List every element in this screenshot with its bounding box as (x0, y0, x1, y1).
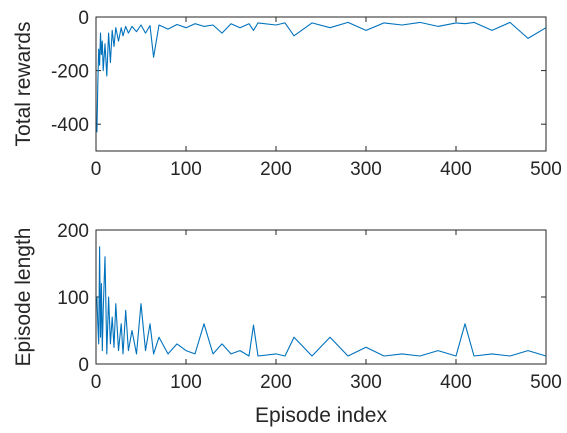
y-tick-label: -400 (51, 115, 89, 136)
length-panel: 0 100 200 300 400 500 0 100 200 Episode length Epi… (12, 221, 562, 427)
y-tick-label: 0 (78, 8, 89, 29)
series-line (96, 21, 547, 133)
series-line (96, 246, 547, 357)
y-tick-label: -200 (51, 62, 89, 83)
plot-frame (95, 229, 547, 365)
x-tick-label: 500 (530, 159, 562, 180)
x-tick-label: 0 (91, 159, 102, 180)
rewards-panel: 0 100 200 300 400 500 -400 -200 0 Total rewards (12, 8, 562, 180)
x-tick-label: 100 (170, 159, 202, 180)
y-tick-label: 100 (57, 288, 89, 309)
x-tick-label: 400 (440, 372, 472, 393)
y-axis-label: Episode length (12, 228, 35, 367)
x-tick-label: 400 (440, 159, 472, 180)
x-tick-label: 300 (350, 159, 382, 180)
x-tick-label: 200 (260, 159, 292, 180)
x-tick-label: 300 (350, 372, 382, 393)
plot-frame (95, 16, 547, 152)
x-tick-label: 100 (170, 372, 202, 393)
x-axis-label: Episode index (255, 404, 387, 427)
y-tick-label: 0 (78, 355, 89, 376)
y-tick-label: 200 (57, 221, 89, 242)
x-tick-label: 0 (91, 372, 102, 393)
x-tick-label: 200 (260, 372, 292, 393)
y-axis-label: Total rewards (12, 22, 35, 147)
x-tick-label: 500 (530, 372, 562, 393)
